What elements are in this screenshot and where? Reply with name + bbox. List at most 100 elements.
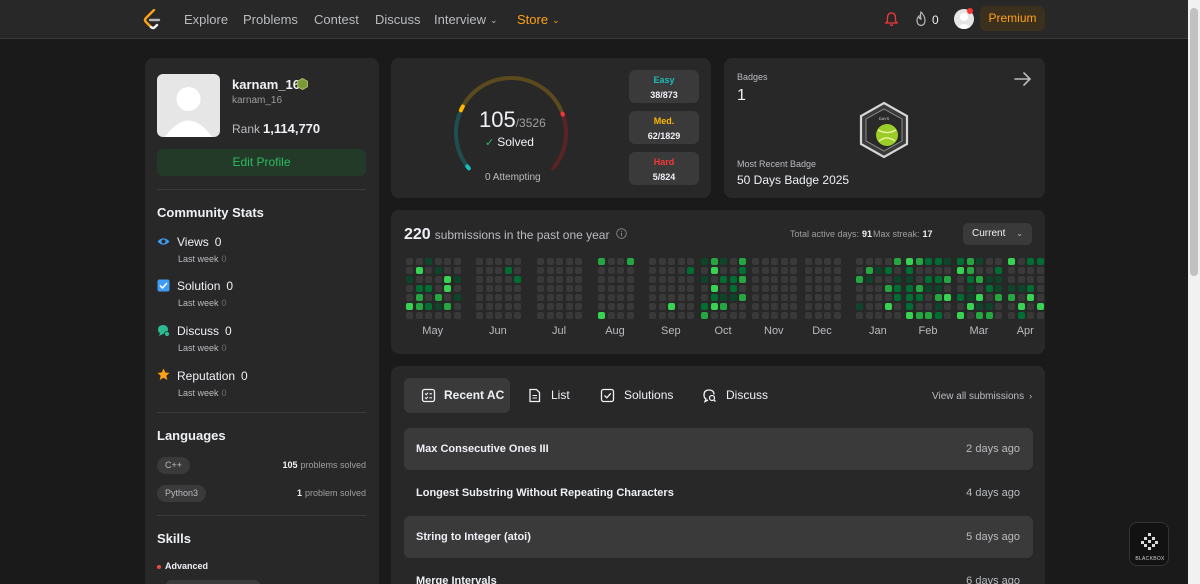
heatmap-cell[interactable] xyxy=(966,258,974,265)
nav-interview[interactable]: Interview ⌄ xyxy=(434,12,498,28)
heatmap-cell[interactable] xyxy=(504,267,512,274)
heatmap-cell[interactable] xyxy=(485,258,493,265)
heatmap-cell[interactable] xyxy=(425,258,433,265)
heatmap-cell[interactable] xyxy=(995,312,1003,319)
heatmap-cell[interactable] xyxy=(495,312,503,319)
heatmap-cell[interactable] xyxy=(771,258,779,265)
heatmap-cell[interactable] xyxy=(934,267,942,274)
heatmap-cell[interactable] xyxy=(729,267,737,274)
heatmap-cell[interactable] xyxy=(995,267,1003,274)
heatmap-cell[interactable] xyxy=(495,285,503,292)
heatmap-cell[interactable] xyxy=(915,312,923,319)
heatmap-cell[interactable] xyxy=(1017,276,1025,283)
heatmap-cell[interactable] xyxy=(677,303,685,310)
heatmap-cell[interactable] xyxy=(976,267,984,274)
heatmap-cell[interactable] xyxy=(607,312,615,319)
heatmap-cell[interactable] xyxy=(565,285,573,292)
heatmap-cell[interactable] xyxy=(906,267,913,274)
heatmap-cell[interactable] xyxy=(729,303,737,310)
heatmap-cell[interactable] xyxy=(720,267,728,274)
heatmap-cell[interactable] xyxy=(790,294,798,301)
heatmap-cell[interactable] xyxy=(415,303,423,310)
heatmap-cell[interactable] xyxy=(406,294,413,301)
heatmap-cell[interactable] xyxy=(875,267,883,274)
heatmap-cell[interactable] xyxy=(444,267,452,274)
heatmap-cell[interactable] xyxy=(720,276,728,283)
heatmap-cell[interactable] xyxy=(894,267,902,274)
heatmap-cell[interactable] xyxy=(649,312,656,319)
heatmap-cell[interactable] xyxy=(1017,312,1025,319)
heatmap-cell[interactable] xyxy=(565,303,573,310)
heatmap-cell[interactable] xyxy=(537,258,544,265)
heatmap-cell[interactable] xyxy=(710,294,718,301)
heatmap-cell[interactable] xyxy=(976,285,984,292)
heatmap-cell[interactable] xyxy=(687,258,695,265)
heatmap-cell[interactable] xyxy=(415,294,423,301)
heatmap-cell[interactable] xyxy=(565,258,573,265)
heatmap-cell[interactable] xyxy=(906,303,913,310)
heatmap-cell[interactable] xyxy=(1036,285,1044,292)
heatmap-cell[interactable] xyxy=(537,294,544,301)
heatmap-cell[interactable] xyxy=(434,258,442,265)
heatmap-cell[interactable] xyxy=(677,312,685,319)
heatmap-cell[interactable] xyxy=(739,312,747,319)
heatmap-cell[interactable] xyxy=(865,258,873,265)
heatmap-cell[interactable] xyxy=(976,303,984,310)
heatmap-cell[interactable] xyxy=(575,294,583,301)
heatmap-cell[interactable] xyxy=(894,294,902,301)
heatmap-cell[interactable] xyxy=(617,276,625,283)
heatmap-cell[interactable] xyxy=(1027,303,1035,310)
heatmap-cell[interactable] xyxy=(607,258,615,265)
heatmap-cell[interactable] xyxy=(658,267,666,274)
heatmap-cell[interactable] xyxy=(476,312,483,319)
heatmap-cell[interactable] xyxy=(814,267,822,274)
heatmap-cell[interactable] xyxy=(649,276,656,283)
heatmap-cell[interactable] xyxy=(575,276,583,283)
heatmap-cell[interactable] xyxy=(865,276,873,283)
heatmap-cell[interactable] xyxy=(406,303,413,310)
heatmap-cell[interactable] xyxy=(687,294,695,301)
heatmap-cell[interactable] xyxy=(1036,267,1044,274)
heatmap-cell[interactable] xyxy=(739,276,747,283)
heatmap-cell[interactable] xyxy=(668,276,676,283)
heatmap-cell[interactable] xyxy=(966,285,974,292)
heatmap-cell[interactable] xyxy=(1027,267,1035,274)
heatmap-cell[interactable] xyxy=(537,267,544,274)
heatmap-cell[interactable] xyxy=(805,276,812,283)
heatmap-cell[interactable] xyxy=(790,267,798,274)
language-chip-cpp[interactable]: C++ xyxy=(157,457,191,474)
heatmap-cell[interactable] xyxy=(752,294,759,301)
heatmap-cell[interactable] xyxy=(444,285,452,292)
heatmap-cell[interactable] xyxy=(824,294,832,301)
heatmap-cell[interactable] xyxy=(985,294,993,301)
heatmap-cell[interactable] xyxy=(1008,303,1015,310)
heatmap-cell[interactable] xyxy=(454,312,461,319)
blackbox-widget[interactable]: BLACKBOX xyxy=(1129,522,1169,566)
heatmap-cell[interactable] xyxy=(556,258,564,265)
heatmap-cell[interactable] xyxy=(761,258,769,265)
heatmap-cell[interactable] xyxy=(575,312,583,319)
heatmap-cell[interactable] xyxy=(966,303,974,310)
heatmap-cell[interactable] xyxy=(729,285,737,292)
heatmap-cell[interactable] xyxy=(710,303,718,310)
heatmap-cell[interactable] xyxy=(476,258,483,265)
heatmap-cell[interactable] xyxy=(565,312,573,319)
view-all-submissions-link[interactable]: View all submissions › xyxy=(932,391,1032,402)
heatmap-cell[interactable] xyxy=(598,303,605,310)
heatmap-cell[interactable] xyxy=(976,294,984,301)
heatmap-cell[interactable] xyxy=(537,276,544,283)
heatmap-cell[interactable] xyxy=(875,276,883,283)
heatmap-cell[interactable] xyxy=(1008,258,1015,265)
heatmap-cell[interactable] xyxy=(425,267,433,274)
heatmap-cell[interactable] xyxy=(761,285,769,292)
heatmap-cell[interactable] xyxy=(514,312,522,319)
heatmap-cell[interactable] xyxy=(425,312,433,319)
heatmap-cell[interactable] xyxy=(995,276,1003,283)
heatmap-cell[interactable] xyxy=(1027,294,1035,301)
heatmap-cell[interactable] xyxy=(729,294,737,301)
heatmap-cell[interactable] xyxy=(504,294,512,301)
heatmap-cell[interactable] xyxy=(884,294,892,301)
heatmap-cell[interactable] xyxy=(504,276,512,283)
heatmap-cell[interactable] xyxy=(658,312,666,319)
heatmap-cell[interactable] xyxy=(454,294,461,301)
